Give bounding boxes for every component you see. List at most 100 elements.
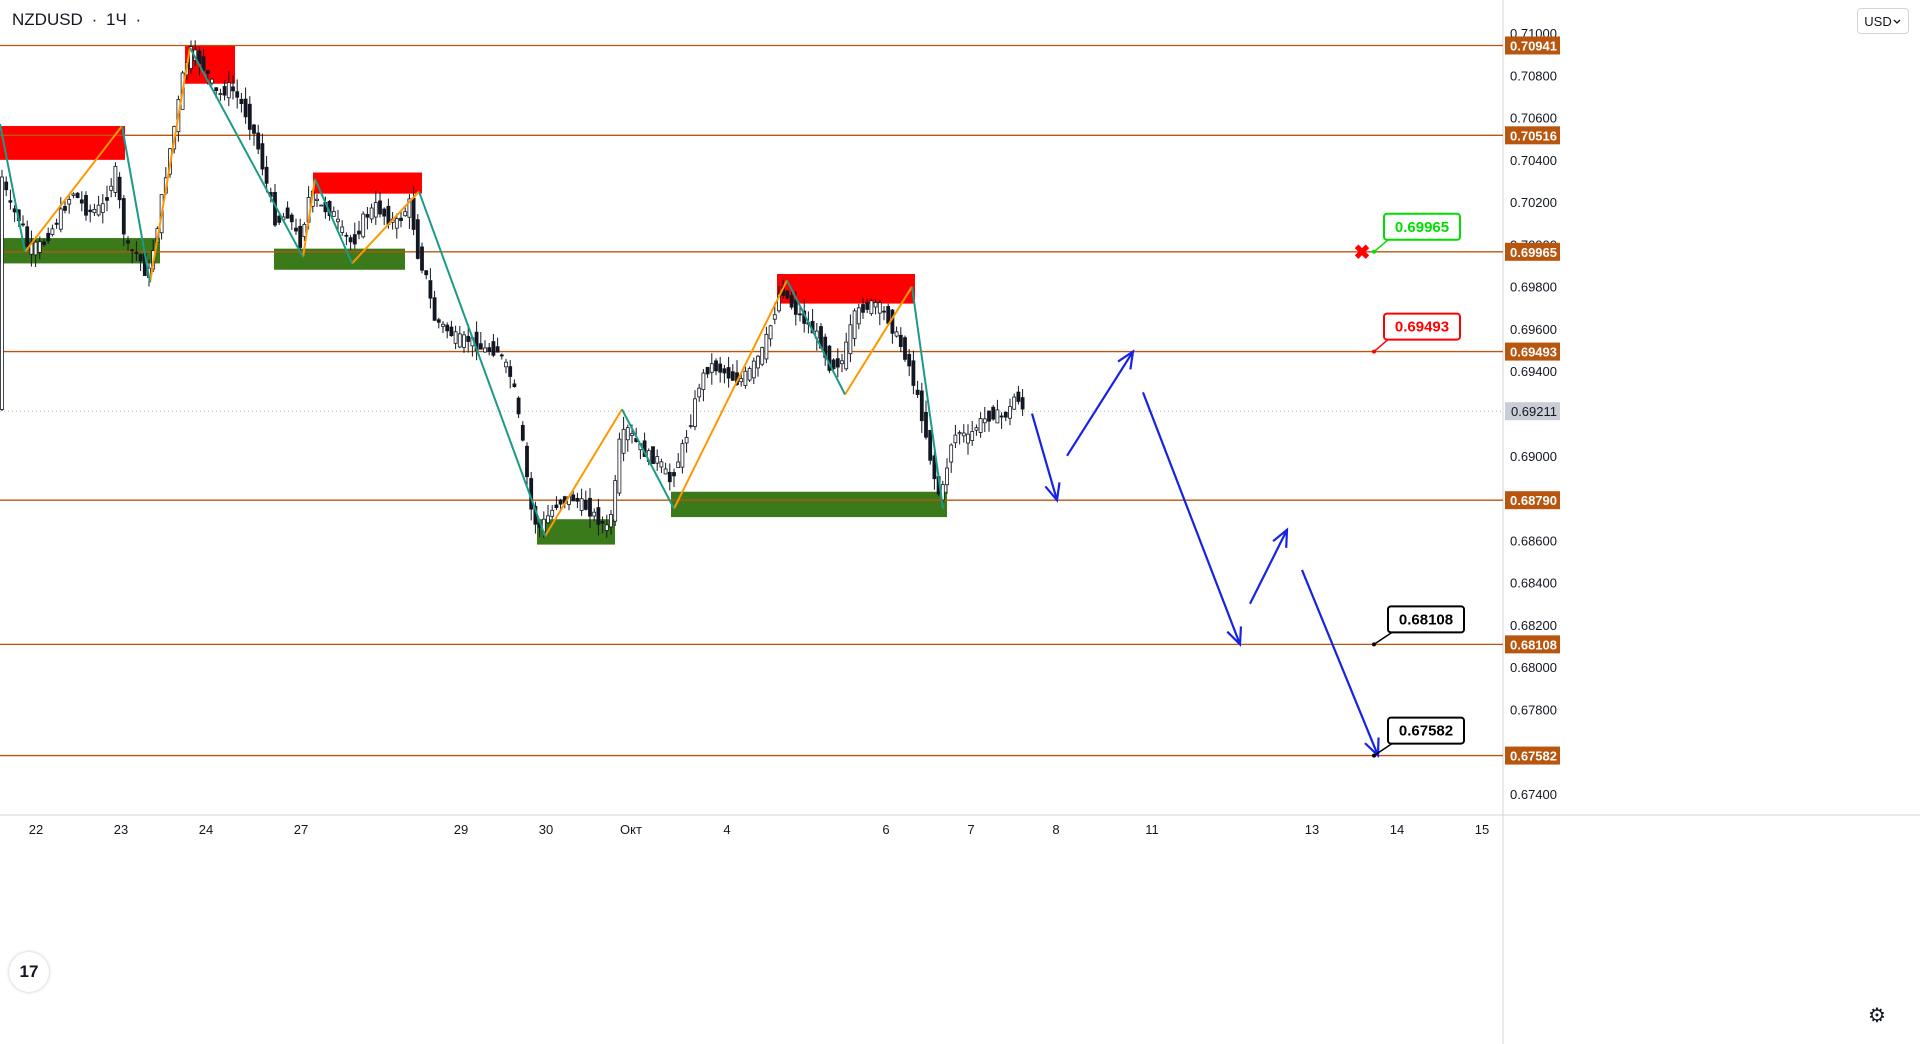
candle-body [663,468,668,475]
forecast-arrow-line [1141,391,1242,645]
candle-body [957,432,962,435]
up-swing-line [24,125,123,253]
price-tick-label: 0.70200 [1510,195,1557,210]
candle-body [558,499,563,505]
candle-body [831,359,836,370]
date-tick-label: 15 [1475,822,1489,837]
candle-body [722,368,727,374]
up-swing-line [544,408,623,537]
gear-icon[interactable]: ⚙ [1868,1003,1886,1028]
candle-body [848,324,853,355]
candle-body [302,223,307,237]
level-price-tag [1505,36,1560,55]
candle-body [898,334,903,347]
candle-body [987,410,991,422]
currency-label: USD [1864,13,1892,29]
candle-body [319,204,324,207]
candle-body [428,280,433,299]
candle-body [747,368,752,381]
date-tick-label: 27 [294,822,308,837]
up-swing-line [351,190,420,265]
candle-body [205,70,210,74]
up-swing-line [844,286,913,396]
candle-body [869,300,874,314]
down-swing-line [786,279,846,395]
date-tick-label: 8 [1052,822,1059,837]
candle-body [424,270,429,276]
level-price-label: 0.67582 [1510,749,1557,764]
settings-glyph: ⚙ [1868,1005,1886,1027]
candle-body [361,213,366,238]
callout-anchor-dot [1372,642,1376,647]
forecast-arrow-head [1364,737,1380,759]
level-price-label: 0.70941 [1510,38,1557,53]
candle-body [63,206,67,211]
candle-body [894,331,899,337]
candle-body [344,234,349,237]
down-swing-line [0,123,26,252]
horizontal-levels [0,44,1503,757]
candle-body [932,455,937,480]
price-tick-label: 0.67800 [1510,702,1557,717]
candle-body [21,223,25,226]
candle-body [882,310,886,313]
candle-body [945,467,949,486]
price-axis[interactable]: 0.710000.708000.706000.704000.702000.700… [1505,26,1560,802]
candle-body [604,524,609,531]
candle-body [403,211,408,217]
candle-body [785,290,790,299]
callout-label: 0.69493 [1395,319,1449,336]
candle-body [789,295,794,308]
candle-body [33,241,38,256]
callout-box [1387,605,1465,634]
candle-body [877,302,882,314]
time-axis[interactable]: 22 23 24 27 29 30 Окт 4 6 7 8 11 13 14 15 [29,822,1489,837]
candle-body [231,86,235,92]
candle-body [483,347,487,353]
candle-body [126,240,130,244]
price-tick-label: 0.68600 [1510,533,1557,548]
candle-body [8,200,13,203]
callout-anchor-dot [1372,249,1376,254]
candle-body [600,520,605,524]
candle-body [508,366,513,377]
price-tick-label: 0.67400 [1510,787,1557,802]
candle-body [840,360,844,365]
candle-body [588,497,592,517]
candle-body [667,471,672,483]
candle-body [4,181,9,191]
date-tick-label: 13 [1305,822,1319,837]
candle-body [571,494,576,502]
candle-body [71,193,76,196]
callout-pointer [1373,339,1389,353]
up-swing-line [149,47,191,283]
swing-lines [0,47,944,537]
candle-body [352,234,357,245]
price-tick-label: 0.69600 [1510,322,1557,337]
currency-select[interactable]: USD [1857,8,1909,34]
candle-body [466,335,471,342]
candle-body [289,214,294,223]
candle-body [961,432,966,437]
candle-body [596,507,601,525]
price-tick-label: 0.70600 [1510,111,1557,126]
interval-label: 1Ч [105,10,127,29]
candle-body [394,218,399,229]
candle-body [651,446,655,465]
tradingview-logo-icon[interactable]: 17 [9,952,49,992]
candle-body [684,437,689,444]
supply-zone [0,126,125,160]
down-swing-line [418,191,546,537]
candle-body [336,218,340,223]
candle-body [827,345,832,371]
candle-body [978,418,983,433]
candle-body [613,480,618,522]
forecast-arrow-head [1272,527,1289,548]
price-tick-label: 0.70400 [1510,153,1557,168]
up-swing-line [673,279,788,510]
candle-body [1020,397,1025,410]
candle-body [100,203,105,213]
candle-body [798,313,802,316]
